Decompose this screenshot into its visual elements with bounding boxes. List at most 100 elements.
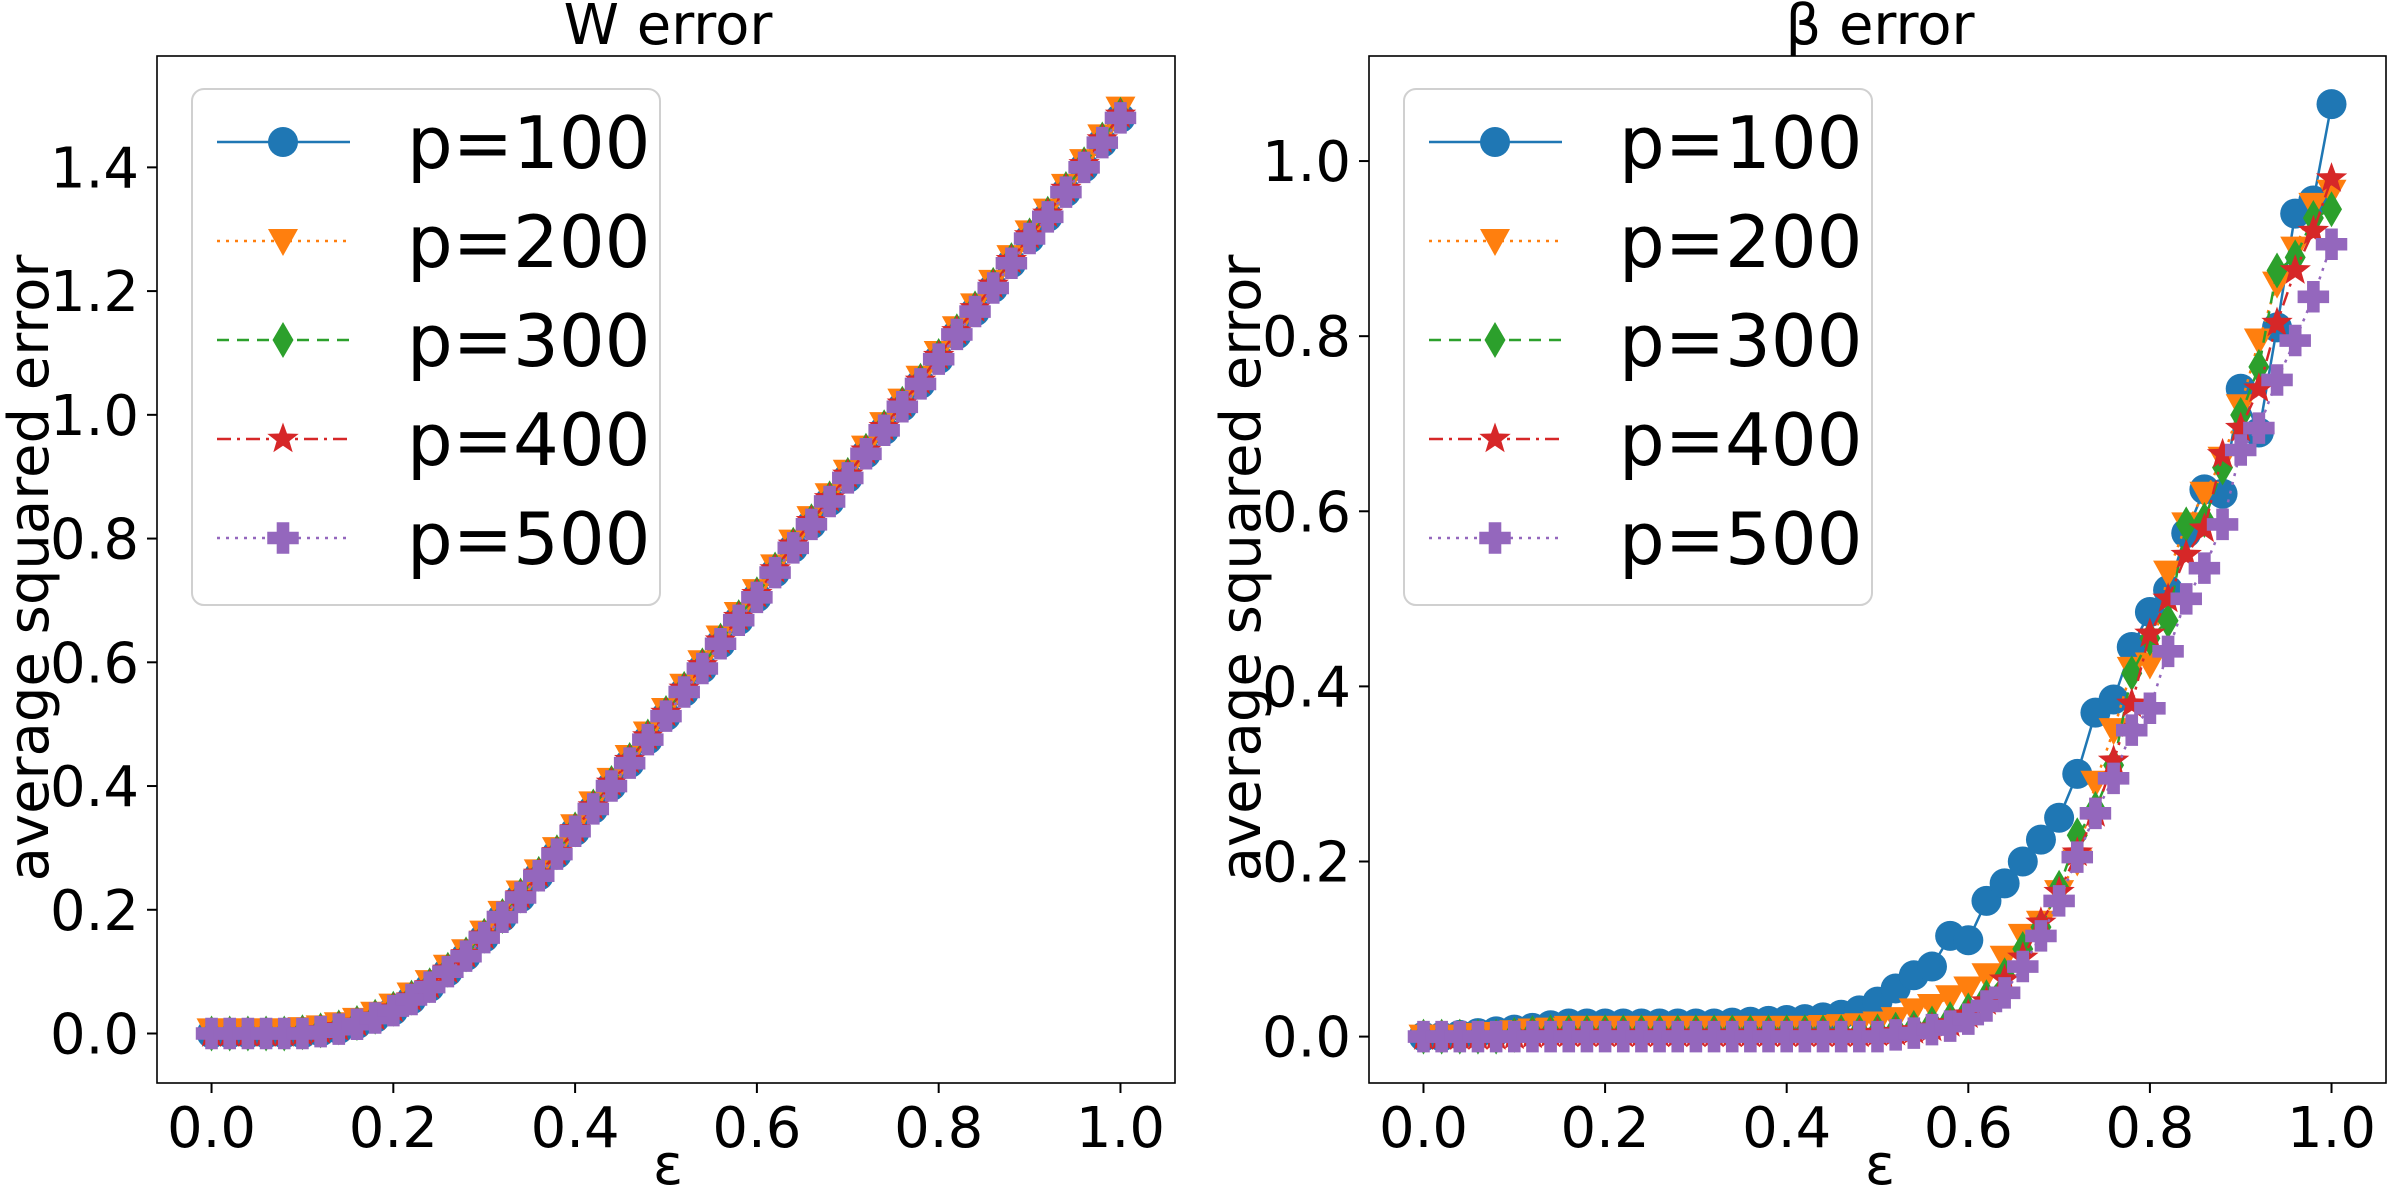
data-point bbox=[1013, 222, 1046, 255]
y-tick-label: 0.4 bbox=[1262, 655, 1351, 720]
legend-label: p=100 bbox=[407, 101, 650, 185]
data-point bbox=[2225, 411, 2257, 442]
legend-entry: p=300 bbox=[217, 299, 650, 383]
x-tick-label: 0.2 bbox=[349, 1096, 438, 1161]
y-tick-label: 0.4 bbox=[50, 755, 139, 820]
legend-entry: p=200 bbox=[1429, 200, 1862, 284]
data-point bbox=[195, 1017, 228, 1050]
data-point bbox=[2261, 364, 2293, 396]
data-point bbox=[2116, 687, 2148, 718]
x-tick-label: 0.4 bbox=[531, 1096, 620, 1161]
data-point bbox=[1898, 1017, 1930, 1049]
data-point bbox=[1050, 176, 1082, 208]
legend-entry: p=300 bbox=[1429, 299, 1862, 383]
beta-error-xlabel: ε bbox=[1865, 1133, 1895, 1196]
beta-error-panel: β error ε average squared error 0.0 0.2 0.… bbox=[1209, 0, 2387, 1196]
legend-entry: p=500 bbox=[1429, 497, 1862, 581]
data-point bbox=[868, 414, 900, 447]
data-point bbox=[377, 994, 410, 1027]
data-point bbox=[959, 295, 991, 328]
data-point bbox=[2134, 692, 2166, 725]
data-point bbox=[1032, 201, 1064, 233]
data-point bbox=[2297, 214, 2329, 245]
legend-label: p=200 bbox=[407, 200, 650, 284]
legend-entry: p=100 bbox=[1429, 101, 1862, 185]
data-point bbox=[1516, 1020, 1549, 1053]
x-tick-label: 0.4 bbox=[1742, 1096, 1831, 1161]
legend-label: p=500 bbox=[1619, 497, 1862, 581]
data-point bbox=[995, 247, 1028, 280]
data-point bbox=[2170, 583, 2202, 615]
data-point bbox=[286, 1017, 319, 1050]
legend-entry: p=400 bbox=[217, 398, 650, 482]
data-point bbox=[341, 1008, 373, 1040]
data-point bbox=[2061, 841, 2094, 873]
data-point bbox=[2062, 758, 2093, 789]
data-point bbox=[1843, 1020, 1876, 1053]
data-point bbox=[813, 485, 846, 518]
data-point bbox=[1953, 976, 1984, 1004]
data-point bbox=[2266, 252, 2288, 289]
data-point bbox=[2079, 797, 2112, 830]
data-point bbox=[2243, 328, 2274, 356]
data-point bbox=[1952, 1003, 1985, 1035]
data-point bbox=[1770, 1020, 1803, 1053]
x-tick-label: 0.6 bbox=[1924, 1096, 2013, 1161]
data-point bbox=[2025, 920, 2057, 952]
y-tick-label: 0.0 bbox=[1262, 1006, 1351, 1071]
data-point bbox=[2175, 506, 2197, 543]
x-tick-label: 1.0 bbox=[2287, 1096, 2376, 1161]
data-point bbox=[2279, 254, 2311, 284]
y-tick-label: 0.2 bbox=[1262, 830, 1351, 895]
data-point bbox=[1752, 1020, 1785, 1053]
legend-marker bbox=[1480, 229, 1510, 256]
y-tick-label: 0.6 bbox=[1262, 480, 1351, 545]
data-point bbox=[1498, 1020, 1531, 1053]
y-tick-label: 1.0 bbox=[1262, 130, 1351, 195]
data-point bbox=[595, 770, 628, 802]
legend-label: p=300 bbox=[407, 299, 650, 383]
legend-label: p=400 bbox=[1619, 398, 1862, 482]
data-point bbox=[1462, 1020, 1494, 1053]
w-error-title: W error bbox=[564, 0, 774, 58]
legend: p=100 p=200 p=300 p=400 p=500 bbox=[191, 88, 661, 606]
data-point bbox=[2044, 802, 2075, 833]
data-point bbox=[2321, 191, 2343, 228]
legend-entry: p=200 bbox=[217, 200, 650, 284]
data-point bbox=[268, 1017, 300, 1050]
data-point bbox=[2206, 508, 2239, 541]
data-point bbox=[1589, 1020, 1621, 1053]
data-point bbox=[1407, 1020, 1440, 1053]
data-point bbox=[1734, 1020, 1767, 1053]
x-tick-label: 0.6 bbox=[712, 1096, 801, 1161]
data-point bbox=[686, 652, 719, 685]
legend-marker bbox=[267, 422, 299, 453]
data-point bbox=[450, 940, 482, 972]
data-point bbox=[704, 627, 737, 660]
data-point bbox=[1698, 1020, 1730, 1053]
beta-error-ylabel: average squared error bbox=[1209, 254, 1274, 882]
legend-marker bbox=[1484, 322, 1506, 358]
x-tick-label: 0.2 bbox=[1561, 1096, 1650, 1161]
data-point bbox=[613, 747, 646, 779]
data-point bbox=[2315, 162, 2348, 192]
data-point bbox=[2152, 582, 2184, 613]
w-error-panel: W error ε average squared error 0.0 0.2 0.… bbox=[0, 0, 1176, 1196]
data-point bbox=[777, 532, 809, 564]
data-point bbox=[1934, 1010, 1966, 1042]
data-point bbox=[559, 815, 591, 847]
data-point bbox=[2153, 560, 2184, 588]
data-point bbox=[1716, 1020, 1748, 1053]
data-point bbox=[2134, 617, 2166, 648]
data-point bbox=[1534, 1020, 1567, 1053]
data-point bbox=[468, 921, 500, 954]
legend-box bbox=[191, 88, 661, 606]
legend-entry: p=500 bbox=[217, 497, 650, 581]
data-point bbox=[1425, 1020, 1458, 1053]
data-point bbox=[2121, 655, 2143, 692]
data-point bbox=[2152, 635, 2184, 668]
y-tick-label: 0.0 bbox=[50, 1003, 139, 1068]
x-tick-label: 0.0 bbox=[167, 1096, 256, 1161]
data-point bbox=[1571, 1020, 1603, 1053]
